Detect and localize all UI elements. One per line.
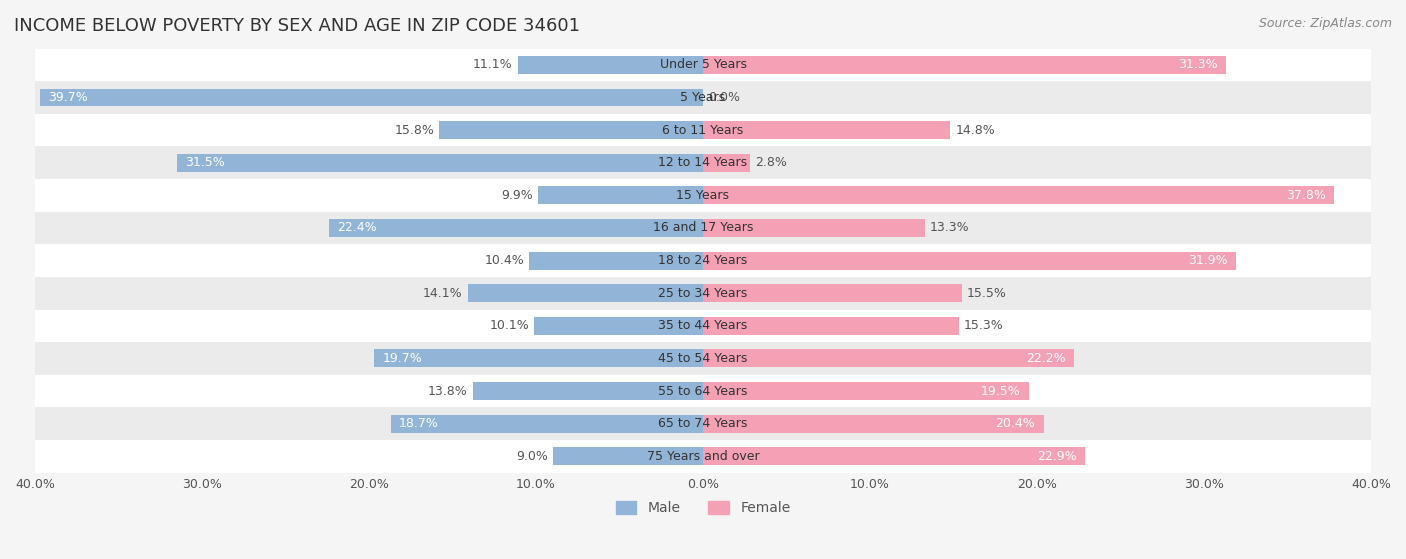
Text: 16 and 17 Years: 16 and 17 Years xyxy=(652,221,754,234)
Text: 15.5%: 15.5% xyxy=(967,287,1007,300)
Text: 18.7%: 18.7% xyxy=(399,417,439,430)
Bar xyxy=(35,440,1371,472)
Text: 6 to 11 Years: 6 to 11 Years xyxy=(662,124,744,136)
Text: 22.4%: 22.4% xyxy=(337,221,377,234)
Bar xyxy=(703,219,925,237)
Bar xyxy=(703,121,950,139)
Bar xyxy=(553,447,703,465)
Text: 10.1%: 10.1% xyxy=(489,319,529,333)
Bar xyxy=(35,277,1371,310)
Bar xyxy=(703,252,1236,269)
Bar xyxy=(439,121,703,139)
Bar xyxy=(703,447,1085,465)
Text: 39.7%: 39.7% xyxy=(48,91,89,104)
Bar xyxy=(329,219,703,237)
Bar xyxy=(35,408,1371,440)
Text: 13.8%: 13.8% xyxy=(427,385,468,397)
Text: 37.8%: 37.8% xyxy=(1286,189,1326,202)
Bar xyxy=(177,154,703,172)
Bar xyxy=(35,310,1371,342)
Text: 5 Years: 5 Years xyxy=(681,91,725,104)
Bar xyxy=(703,415,1043,433)
Bar xyxy=(472,382,703,400)
Text: 55 to 64 Years: 55 to 64 Years xyxy=(658,385,748,397)
Text: 22.9%: 22.9% xyxy=(1038,450,1077,463)
Bar xyxy=(703,186,1334,204)
Text: Source: ZipAtlas.com: Source: ZipAtlas.com xyxy=(1258,17,1392,30)
Text: 19.7%: 19.7% xyxy=(382,352,422,365)
Text: 18 to 24 Years: 18 to 24 Years xyxy=(658,254,748,267)
Text: 9.0%: 9.0% xyxy=(516,450,548,463)
Bar xyxy=(35,244,1371,277)
Bar xyxy=(35,49,1371,81)
Bar xyxy=(703,56,1226,74)
Text: 22.2%: 22.2% xyxy=(1026,352,1066,365)
Bar xyxy=(35,375,1371,408)
Bar xyxy=(35,179,1371,212)
Text: 9.9%: 9.9% xyxy=(501,189,533,202)
Text: 65 to 74 Years: 65 to 74 Years xyxy=(658,417,748,430)
Text: 20.4%: 20.4% xyxy=(995,417,1035,430)
Text: 45 to 54 Years: 45 to 54 Years xyxy=(658,352,748,365)
Text: 31.9%: 31.9% xyxy=(1188,254,1227,267)
Bar xyxy=(537,186,703,204)
Bar xyxy=(703,284,962,302)
Bar xyxy=(703,349,1074,367)
Text: 15 Years: 15 Years xyxy=(676,189,730,202)
Bar xyxy=(39,88,703,106)
Bar xyxy=(391,415,703,433)
Bar xyxy=(529,252,703,269)
Bar xyxy=(703,382,1029,400)
Text: INCOME BELOW POVERTY BY SEX AND AGE IN ZIP CODE 34601: INCOME BELOW POVERTY BY SEX AND AGE IN Z… xyxy=(14,17,581,35)
Bar xyxy=(35,114,1371,146)
Text: 13.3%: 13.3% xyxy=(931,221,970,234)
Bar xyxy=(517,56,703,74)
Text: Under 5 Years: Under 5 Years xyxy=(659,58,747,72)
Text: 19.5%: 19.5% xyxy=(980,385,1021,397)
Text: 31.3%: 31.3% xyxy=(1178,58,1218,72)
Text: 31.5%: 31.5% xyxy=(186,156,225,169)
Bar xyxy=(468,284,703,302)
Bar xyxy=(534,317,703,335)
Text: 14.8%: 14.8% xyxy=(955,124,995,136)
Bar xyxy=(35,212,1371,244)
Text: 25 to 34 Years: 25 to 34 Years xyxy=(658,287,748,300)
Text: 35 to 44 Years: 35 to 44 Years xyxy=(658,319,748,333)
Bar xyxy=(35,81,1371,114)
Text: 15.3%: 15.3% xyxy=(963,319,1004,333)
Legend: Male, Female: Male, Female xyxy=(610,496,796,521)
Text: 15.8%: 15.8% xyxy=(394,124,434,136)
Text: 14.1%: 14.1% xyxy=(423,287,463,300)
Bar xyxy=(35,146,1371,179)
Text: 10.4%: 10.4% xyxy=(485,254,524,267)
Text: 0.0%: 0.0% xyxy=(709,91,740,104)
Text: 2.8%: 2.8% xyxy=(755,156,786,169)
Bar xyxy=(703,154,749,172)
Bar xyxy=(35,342,1371,375)
Text: 11.1%: 11.1% xyxy=(472,58,513,72)
Bar xyxy=(374,349,703,367)
Text: 12 to 14 Years: 12 to 14 Years xyxy=(658,156,748,169)
Text: 75 Years and over: 75 Years and over xyxy=(647,450,759,463)
Bar xyxy=(703,317,959,335)
